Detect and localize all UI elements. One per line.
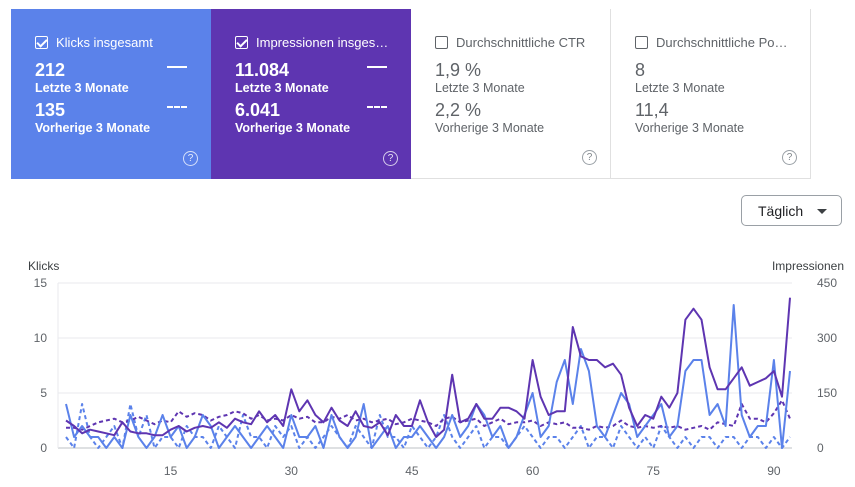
previous-metric: 135 Vorherige 3 Monate [35,100,211,136]
klicks-previous-series-line [65,403,791,449]
card-header: Klicks insgesamt [35,33,211,51]
previous-value: 135 [35,100,66,120]
card-header: Impressionen insges… [235,33,411,51]
solid-line-legend-icon [367,66,387,68]
impressionen-previous-series-line [66,399,791,431]
y-tick-label-left: 5 [40,386,47,400]
current-metric: 11.084 Letzte 3 Monate [235,60,411,96]
previous-period-label: Vorherige 3 Monate [635,121,745,135]
previous-period-label: Vorherige 3 Monate [35,121,151,135]
current-metric: 1,9 % Letzte 3 Monate [435,60,610,96]
previous-metric: 6.041 Vorherige 3 Monate [235,100,411,136]
card-title: Durchschnittliche Po… [656,34,788,50]
card-header: Durchschnittliche Po… [635,33,810,51]
x-tick-label: 15 [164,464,178,478]
metric-cards: Klicks insgesamt 212 Letzte 3 Monate 135… [11,9,811,179]
y-tick-label-right: 150 [817,386,837,400]
card-klicks[interactable]: Klicks insgesamt 212 Letzte 3 Monate 135… [11,9,211,179]
y-tick-label-right: 300 [817,331,837,345]
y-axis-left-title: Klicks [28,259,59,273]
x-tick-label: 60 [526,464,540,478]
current-value: 212 [35,60,66,80]
previous-value: 6.041 [235,100,281,120]
previous-metric: 2,2 % Vorherige 3 Monate [435,100,610,136]
x-tick-label: 30 [285,464,299,478]
checkbox-klicks[interactable] [35,35,48,49]
current-period-label: Letzte 3 Monate [435,81,525,95]
card-position[interactable]: Durchschnittliche Po… 8 Letzte 3 Monate … [611,9,811,179]
current-value: 8 [635,60,646,80]
card-header: Durchschnittliche CTR [435,33,610,51]
help-icon[interactable]: ? [383,151,398,166]
help-icon[interactable]: ? [183,151,198,166]
y-tick-label-left: 15 [34,276,48,290]
current-period-label: Letzte 3 Monate [235,81,329,95]
x-tick-label: 45 [405,464,419,478]
previous-period-label: Vorherige 3 Monate [435,121,545,135]
dashed-line-legend-icon [367,106,387,108]
checkbox-position[interactable] [635,35,648,49]
solid-line-legend-icon [167,66,187,68]
y-tick-label-left: 10 [34,331,48,345]
previous-metric: 11,4 Vorherige 3 Monate [635,100,810,136]
current-metric: 212 Letzte 3 Monate [35,60,211,96]
checkbox-impressionen[interactable] [235,35,248,49]
card-ctr[interactable]: Durchschnittliche CTR 1,9 % Letzte 3 Mon… [411,9,611,179]
x-tick-label: 90 [767,464,781,478]
current-metric: 8 Letzte 3 Monate [635,60,810,96]
y-axis-right-title: Impressionen [772,259,844,273]
previous-period-label: Vorherige 3 Monate [235,121,351,135]
card-title: Klicks insgesamt [56,34,153,50]
previous-value: 2,2 % [435,100,482,120]
y-tick-label-left: 0 [40,441,47,455]
card-title: Impressionen insges… [256,34,389,50]
current-value: 1,9 % [435,60,482,80]
current-period-label: Letzte 3 Monate [635,81,725,95]
y-tick-label-right: 0 [817,441,824,455]
current-period-label: Letzte 3 Monate [35,81,129,95]
card-impressionen[interactable]: Impressionen insges… 11.084 Letzte 3 Mon… [211,9,411,179]
current-value: 11.084 [235,60,290,80]
granularity-dropdown[interactable]: Täglich [741,195,842,226]
dashed-line-legend-icon [167,106,187,108]
y-tick-label-right: 450 [817,276,837,290]
impressionen-current-series-line [65,297,791,438]
previous-value: 11,4 [635,100,669,120]
help-icon[interactable]: ? [782,150,797,165]
x-tick-label: 75 [647,464,661,478]
card-title: Durchschnittliche CTR [456,34,586,50]
checkbox-ctr[interactable] [435,35,448,49]
caret-down-icon [817,209,827,214]
help-icon[interactable]: ? [582,150,597,165]
klicks-current-series-line [65,304,791,449]
dropdown-label: Täglich [758,202,804,219]
